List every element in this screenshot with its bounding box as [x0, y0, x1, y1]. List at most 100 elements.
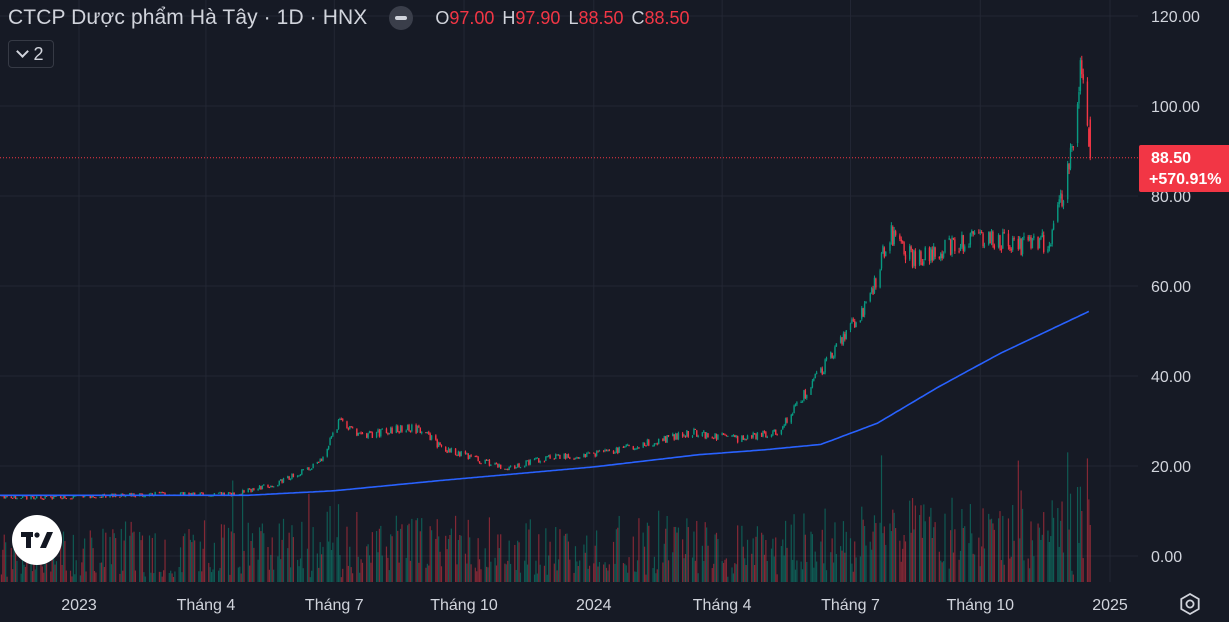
candle-body [872, 288, 874, 295]
volume-bar [92, 548, 94, 582]
volume-bar [713, 563, 715, 582]
candle-body [614, 452, 616, 454]
volume-bar [399, 528, 402, 582]
candle-body [516, 463, 519, 467]
candle-body [320, 459, 323, 461]
candle-body [628, 444, 630, 446]
volume-bar [391, 536, 393, 582]
candle-body [318, 461, 320, 463]
tradingview-logo[interactable] [12, 515, 62, 565]
volume-bar [60, 542, 62, 582]
volume-bar [405, 557, 407, 582]
candle-body [428, 432, 430, 434]
volume-bar [533, 574, 536, 582]
volume-bar [1013, 540, 1015, 582]
volume-bar [676, 532, 678, 582]
volume-bar [298, 566, 300, 582]
volume-bar [233, 533, 235, 582]
volume-bar [456, 564, 458, 582]
indicators-toggle-button[interactable]: 2 [8, 40, 54, 68]
volume-bar [213, 542, 215, 582]
candle-body [336, 429, 338, 433]
candle-body [687, 431, 689, 437]
candle-body [663, 436, 666, 441]
candle-body [523, 466, 526, 468]
volume-bar [220, 524, 223, 582]
volume-bar [320, 554, 323, 582]
candle-body [989, 232, 991, 244]
volume-bar [667, 560, 670, 582]
volume-bar [1061, 501, 1063, 582]
volume-bar [308, 493, 310, 582]
candle-body [952, 237, 955, 239]
candle-body [813, 378, 815, 381]
candle-body [538, 458, 540, 463]
candle-body [731, 435, 733, 437]
volume-bar [291, 525, 293, 582]
candle-body [732, 435, 735, 437]
volume-bar [54, 564, 56, 582]
volume-bar [862, 519, 864, 582]
candle-body [959, 247, 962, 251]
candle-body [972, 231, 974, 235]
volume-bar [1057, 508, 1059, 582]
volume-bar [31, 571, 34, 582]
volume-bar [968, 543, 970, 582]
volume-bar [0, 574, 3, 582]
volume-bar [380, 525, 382, 582]
volume-bar [934, 522, 936, 582]
volume-bar [545, 528, 547, 582]
candle-body [261, 485, 264, 489]
candle-body [326, 448, 328, 457]
volume-bar [780, 546, 782, 582]
volume-bar [1078, 542, 1080, 582]
gear-icon[interactable] [1177, 591, 1203, 617]
volume-bar [989, 519, 991, 582]
candle-body [212, 495, 214, 497]
candle-body [1057, 204, 1059, 222]
candle-body [55, 495, 58, 497]
candle-body [918, 250, 921, 265]
volume-bar [192, 534, 194, 582]
candle-body [707, 433, 709, 438]
candle-body [217, 492, 220, 494]
candle-body [65, 498, 68, 500]
volume-bar [91, 537, 93, 582]
candle-body [615, 447, 618, 453]
candle-body [717, 434, 719, 440]
candle-body [385, 428, 388, 434]
candle-body [745, 439, 747, 441]
candle-body [210, 495, 213, 497]
volume-bar [240, 573, 242, 582]
candle-body [1066, 163, 1069, 200]
volume-bar [746, 539, 749, 582]
volume-bar [2, 549, 4, 582]
y-tick-label: 100.00 [1151, 99, 1200, 116]
candle-body [89, 495, 91, 498]
candle-body [43, 498, 45, 500]
volume-bar [230, 531, 232, 582]
volume-bar [133, 531, 135, 582]
volume-bar [603, 564, 605, 582]
volume-bar [1051, 500, 1053, 582]
volume-bar [182, 536, 184, 582]
collapse-legend-button[interactable] [389, 6, 414, 30]
candle-body [1000, 248, 1003, 251]
candle-body [714, 433, 716, 439]
candle-body [870, 287, 873, 293]
candle-body [543, 461, 546, 463]
volume-bar [715, 532, 718, 582]
candle-body [626, 444, 629, 446]
volume-bar [21, 546, 24, 582]
candle-body [666, 435, 668, 443]
volume-bar [871, 549, 873, 582]
volume-bar [312, 527, 314, 582]
volume-bar [624, 563, 626, 582]
candlestick-series [0, 55, 1091, 500]
candle-body [508, 466, 510, 470]
candle-body [459, 452, 461, 457]
volume-bar [464, 553, 467, 582]
volume-bar [655, 573, 657, 582]
volume-bar [1038, 527, 1041, 582]
